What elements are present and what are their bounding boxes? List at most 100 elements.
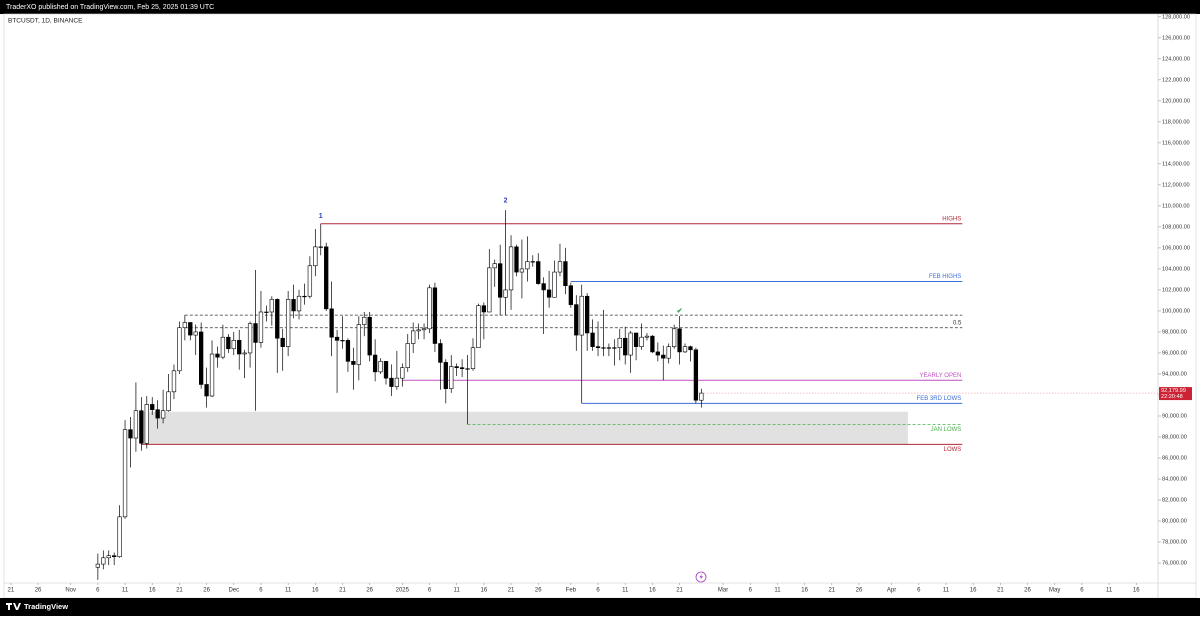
- x-tick-label: 21: [676, 588, 683, 594]
- candle-body: [367, 316, 372, 356]
- candle-body: [563, 261, 568, 287]
- y-tick-label: 104,000.00: [1162, 266, 1190, 272]
- level-label: LOWS: [944, 447, 962, 453]
- y-tick-label: 96,000.00: [1162, 350, 1187, 356]
- candle-body: [193, 331, 198, 336]
- x-tick-label: May: [1049, 588, 1060, 594]
- candle-body: [291, 299, 296, 312]
- candle-body: [128, 429, 133, 439]
- event-icon-bolt: [699, 573, 703, 581]
- candle-body: [400, 367, 405, 379]
- candle-body: [519, 268, 525, 273]
- candle-body: [411, 330, 416, 344]
- candle-body: [188, 322, 193, 336]
- candle-body: [199, 331, 204, 385]
- x-tick-label: 11: [122, 588, 129, 594]
- x-tick-label: 6: [596, 588, 600, 594]
- candle-body: [313, 246, 318, 267]
- candle-body: [345, 340, 351, 362]
- x-tick-label: 26: [366, 588, 373, 594]
- candle-body: [438, 343, 443, 363]
- annotation: 2: [504, 197, 508, 204]
- candle-body: [546, 289, 552, 298]
- candle-body: [574, 304, 579, 336]
- candle-body: [280, 337, 285, 347]
- candle-body: [302, 295, 307, 298]
- level-label: FEB HIGHS: [929, 274, 961, 280]
- publisher: TraderXO published on TradingView.com, F…: [6, 4, 214, 11]
- candle-body: [394, 377, 400, 387]
- candle-body: [432, 287, 438, 344]
- level-label: FEB 3RD LOWS: [917, 396, 962, 402]
- y-tick-label: 82,000.00: [1162, 497, 1187, 503]
- candle-body: [209, 353, 215, 397]
- candle-body: [133, 410, 139, 439]
- level-label: YEARLY OPEN: [919, 373, 961, 379]
- x-tick-label: 16: [1133, 588, 1140, 594]
- candle-body: [139, 410, 144, 444]
- y-tick-label: 118,000.00: [1162, 119, 1190, 125]
- header-bar: [0, 0, 1200, 14]
- candle-body: [106, 555, 111, 559]
- candle-body: [389, 377, 394, 387]
- candle-body: [122, 429, 128, 518]
- plot: 76,000.00 78,000.00 80,000.00 82,000.00 84,0…: [8, 14, 1190, 593]
- candle-body: [296, 295, 302, 312]
- candle-body: [318, 246, 323, 248]
- x-tick-label: 2025: [396, 588, 410, 594]
- x-tick-label: 6: [1080, 588, 1084, 594]
- candle-body: [595, 346, 601, 348]
- price-tag: [1159, 387, 1192, 401]
- candle-body: [541, 283, 546, 291]
- candle-body: [231, 340, 236, 350]
- x-tick-label: 21: [339, 588, 346, 594]
- candle-body: [334, 336, 340, 341]
- candle-body: [427, 287, 432, 330]
- candle-body: [378, 361, 383, 373]
- candle-body: [671, 328, 677, 347]
- candle-body: [329, 308, 334, 338]
- x-tick-label: 6: [96, 588, 100, 594]
- candle-body: [601, 347, 606, 349]
- candle-body: [204, 384, 209, 397]
- x-tick-label: 11: [774, 588, 781, 594]
- x-tick-label: 26: [535, 588, 542, 594]
- candle-body: [693, 349, 699, 401]
- candle-body: [628, 332, 633, 356]
- candle-body: [617, 337, 622, 348]
- y-tick-label: 100,000.00: [1162, 308, 1190, 314]
- y-tick-label: 122,000.00: [1162, 77, 1190, 83]
- candle-body: [101, 557, 106, 565]
- candle-body: [372, 354, 378, 373]
- candle-body: [160, 410, 166, 419]
- candle-body: [508, 246, 514, 291]
- candle-body: [416, 329, 421, 332]
- x-tick-label: 21: [8, 588, 15, 594]
- y-tick-label: 128,000.00: [1162, 14, 1190, 20]
- candle-body: [177, 327, 182, 372]
- candle-body: [498, 263, 503, 298]
- candle-body: [470, 347, 476, 370]
- x-tick-label: 6: [749, 588, 753, 594]
- x-tick-label: 6: [428, 588, 432, 594]
- y-tick-label: 88,000.00: [1162, 434, 1187, 440]
- candle-body: [590, 332, 595, 347]
- candle-body: [117, 516, 122, 558]
- candle-body: [258, 311, 264, 343]
- candle-body: [150, 404, 155, 410]
- candle-body: [144, 404, 149, 444]
- x-tick-label: 11: [943, 588, 950, 594]
- y-tick-label: 94,000.00: [1162, 371, 1187, 377]
- x-tick-label: 21: [828, 588, 835, 594]
- x-tick-label: 11: [454, 588, 461, 594]
- candle-body: [552, 271, 557, 298]
- y-tick-label: 84,000.00: [1162, 476, 1187, 482]
- y-tick-label: 86,000.00: [1162, 455, 1187, 461]
- x-tick-label: Apr: [887, 588, 896, 594]
- symbol-title: BTCUSDT, 1D, BINANCE: [8, 18, 83, 25]
- candle-body: [182, 322, 187, 329]
- zone: [141, 411, 908, 445]
- candle-body: [356, 324, 361, 365]
